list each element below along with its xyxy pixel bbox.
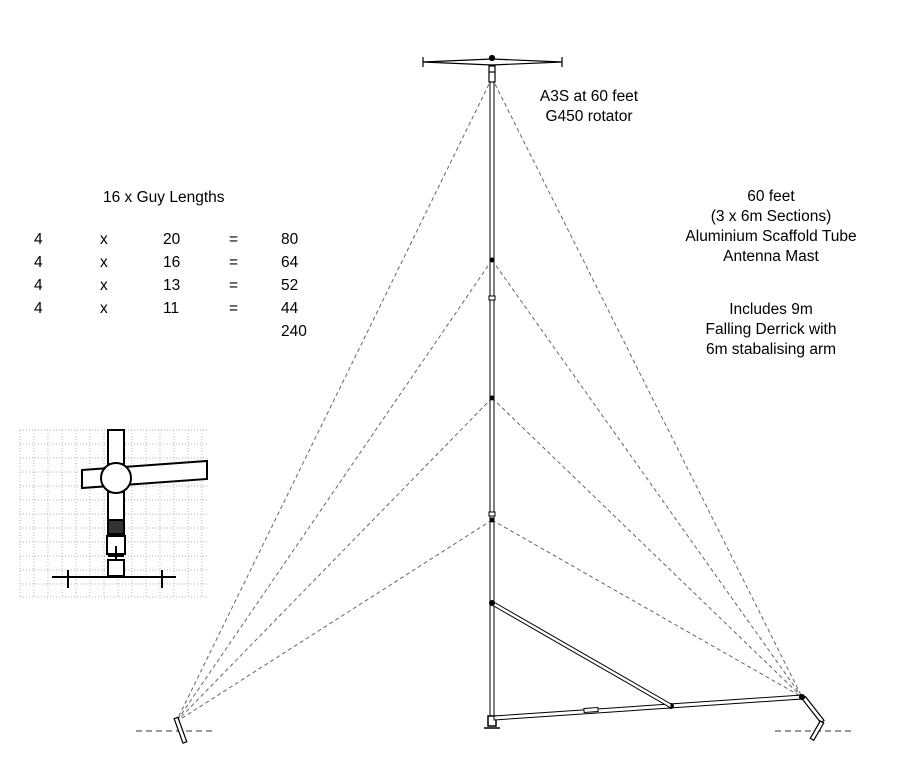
stabilising-arm-tube [491,600,672,709]
mast [488,81,496,723]
detail-coupler [107,519,125,535]
guy-wire-left-top [175,77,493,723]
guy-total: 44 [281,300,299,317]
guy-grand-total: 240 [281,323,307,340]
derrick-description-line: Includes 9m [729,301,813,318]
guy-times: x [100,231,108,248]
guy-wire-left-lower [175,519,493,723]
mast-description-line: 60 feet [747,188,795,205]
detail-lower-tube [107,491,125,521]
mast-description-line: Antenna Mast [723,248,819,265]
guy-wire-right-lower [491,519,803,698]
guy-qty: 4 [34,231,43,248]
yagi-antenna [422,54,563,67]
guy-length: 13 [163,277,181,294]
mast-base-block [487,715,497,727]
rotator [488,65,496,83]
antenna-label-line2: G450 rotator [545,108,633,125]
guy-wire-left-middle [175,397,493,723]
derrick-arm [493,694,803,721]
mast-guy-point-lower [489,517,495,523]
antenna-label: A3S at 60 feet G450 rotator [524,87,654,127]
guy-times: x [100,300,108,317]
derrick-description-line: Falling Derrick with [705,321,837,338]
derrick-description: Includes 9m Falling Derrick with 6m stab… [676,300,866,360]
guy-lengths-title: 16 x Guy Lengths [103,189,225,206]
mast-description-line: Aluminium Scaffold Tube [685,228,857,245]
detail-drawing [52,429,208,588]
guy-length: 11 [163,300,180,317]
mast-guy-point-upper [489,257,495,263]
mast-joint-2 [488,511,496,517]
rotator-body [488,65,496,83]
mast-description-line: (3 x 6m Sections) [710,208,832,225]
ground-anchor-right [801,695,825,724]
mast-base [484,715,500,729]
detail-base-block [107,559,125,577]
ground-anchor-right-lower [809,720,825,742]
guy-total: 64 [281,254,299,271]
guy-equals: = [229,254,239,271]
mast-tube [489,81,495,723]
derrick-arm-end [799,694,805,700]
mast-joint-1 [488,295,496,301]
mast-description: 60 feet (3 x 6m Sections) Aluminium Scaf… [676,187,866,267]
ground-anchors [173,695,825,744]
guy-wire-right-upper [491,259,803,698]
guy-length: 16 [163,254,181,271]
guy-wire-left-upper [175,259,493,723]
antenna-label-line1: A3S at 60 feet [539,88,639,105]
detail-inset [19,429,208,598]
guy-qty: 4 [34,300,43,317]
guy-times: x [100,254,108,271]
guy-length: 20 [163,231,181,248]
antenna-hub [488,54,496,62]
falling-derrick [493,694,805,721]
derrick-description-line: 6m stabalising arm [705,341,837,358]
detail-pivot-circle [100,462,132,494]
guy-equals: = [229,300,239,317]
ground-anchor-left [173,716,188,744]
stabilising-arm-pivot [489,600,495,606]
mast-guy-point-middle [489,395,495,401]
detail-upper-tube [107,429,125,465]
guy-equals: = [229,231,239,248]
stabilising-arm [489,600,672,709]
derrick-joint [583,706,599,714]
guy-qty: 4 [34,254,43,271]
guy-wire-right-middle [491,397,803,698]
guy-wires [175,77,803,723]
guy-wire-right-top [491,77,803,698]
guy-total: 80 [281,231,299,248]
guy-times: x [100,277,108,294]
guy-qty: 4 [34,277,43,294]
guy-total: 52 [281,277,299,294]
guy-equals: = [229,277,239,294]
